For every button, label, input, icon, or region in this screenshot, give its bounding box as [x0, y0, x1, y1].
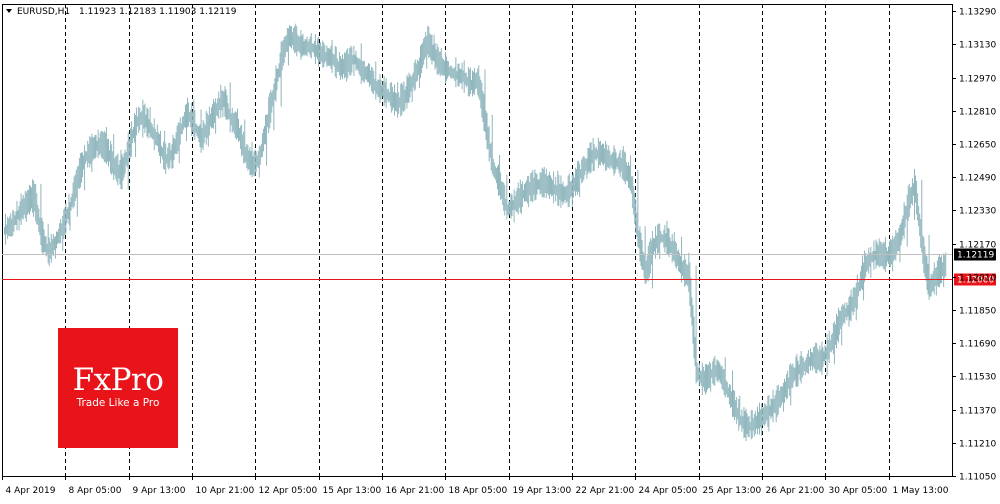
- y-tick-label: 1.11210: [959, 440, 996, 450]
- x-tick-label: 25 Apr 13:00: [703, 486, 762, 496]
- y-tick-label: 1.11850: [959, 307, 996, 317]
- menu-triangle-icon[interactable]: [6, 9, 12, 13]
- x-tick-label: 24 Apr 05:00: [639, 486, 698, 496]
- y-tick-label: 1.12650: [959, 141, 996, 151]
- fxpro-logo: FxPro Trade Like a Pro: [58, 328, 178, 448]
- price-badge-label: 1.12119: [957, 251, 994, 261]
- plot-frame: [2, 4, 953, 477]
- x-tick-label: 9 Apr 13:00: [133, 486, 186, 496]
- y-tick-label: 1.13130: [959, 41, 996, 51]
- x-tick-label: 12 Apr 05:00: [259, 486, 318, 496]
- y-tick-label: 1.12330: [959, 207, 996, 217]
- x-tick-label: 22 Apr 21:00: [576, 486, 635, 496]
- y-tick-label: 1.13290: [959, 8, 996, 18]
- x-tick-label: 18 Apr 05:00: [449, 486, 508, 496]
- y-tick-label: 1.12970: [959, 75, 996, 85]
- y-tick-label: 1.12490: [959, 174, 996, 184]
- bid-price-badge: [954, 248, 996, 261]
- price-bars: [4, 23, 947, 442]
- y-tick-label: 1.11690: [959, 340, 996, 350]
- x-tick-label: 15 Apr 13:00: [323, 486, 382, 496]
- chart-header: EURUSD,H1 1.11923 1.12183 1.11903 1.1211…: [6, 7, 237, 17]
- x-tick-label: 26 Apr 21:00: [766, 486, 825, 496]
- y-tick-label: 1.11370: [959, 407, 996, 417]
- price-badge-label: 1.12000: [957, 276, 994, 286]
- x-tick-label: 19 Apr 13:00: [513, 486, 572, 496]
- y-tick-label: 1.11530: [959, 373, 996, 383]
- x-tick-label: 1 May 13:00: [893, 486, 949, 496]
- x-tick-label: 10 Apr 21:00: [196, 486, 255, 496]
- y-tick-label: 1.12810: [959, 108, 996, 118]
- x-tick-label: 30 Apr 05:00: [829, 486, 888, 496]
- logo-tagline: Trade Like a Pro: [76, 397, 160, 409]
- level-price-badge: [954, 273, 996, 286]
- axes: 4 Apr 2019 8 Apr 05:00 9 Apr 13:00 10 Apr 2…: [2, 8, 996, 496]
- ohlc-readout: 1.11923 1.12183 1.11903 1.12119: [79, 7, 237, 17]
- x-tick-label: 16 Apr 21:00: [386, 486, 445, 496]
- y-tick-label: 1.12170: [959, 241, 996, 251]
- x-tick-label: 4 Apr 2019: [6, 486, 56, 496]
- y-tick-label: 1.12010: [959, 274, 996, 284]
- price-levels: 1.12119 1.12000: [2, 248, 996, 286]
- symbol-label: EURUSD,H1: [17, 7, 70, 17]
- logo-name: FxPro: [72, 362, 164, 398]
- x-tick-label: 8 Apr 05:00: [69, 486, 122, 496]
- y-tick-label: 1.11050: [959, 473, 996, 483]
